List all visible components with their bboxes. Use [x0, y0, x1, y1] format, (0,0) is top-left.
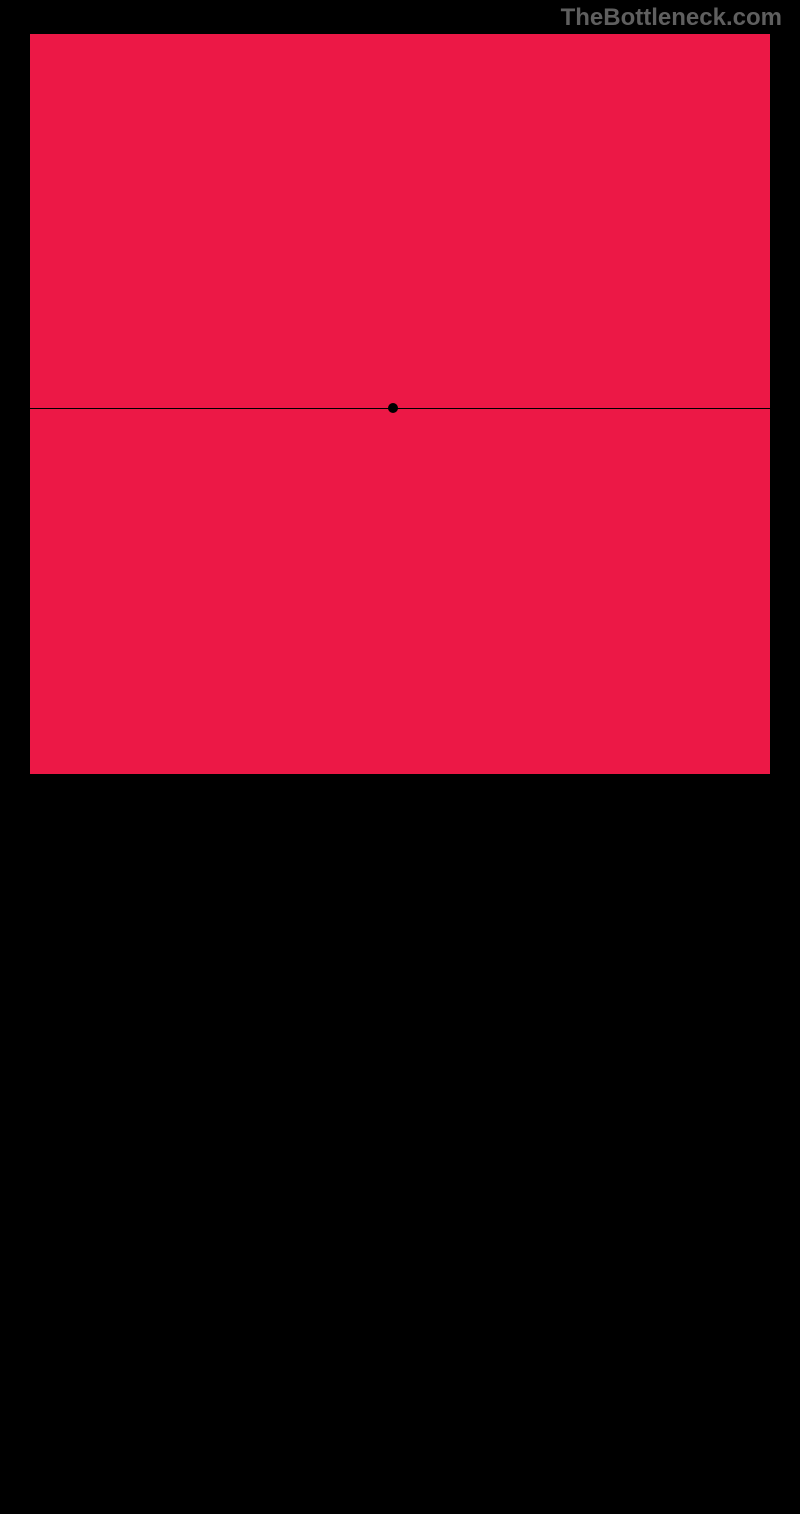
heatmap-chart — [30, 34, 770, 774]
data-point-marker — [388, 403, 398, 413]
crosshair-horizontal — [30, 408, 770, 409]
watermark-text: TheBottleneck.com — [561, 4, 782, 32]
heatmap-canvas — [30, 34, 770, 774]
crosshair-vertical — [393, 774, 394, 1514]
